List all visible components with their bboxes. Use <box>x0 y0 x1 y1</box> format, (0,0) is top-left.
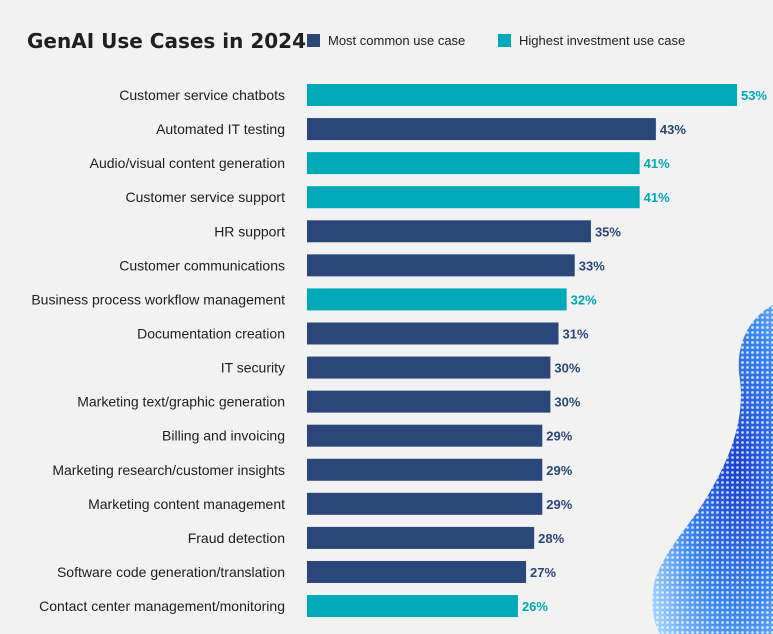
value-label: 30% <box>554 395 580 410</box>
category-label: HR support <box>214 223 285 239</box>
value-label: 31% <box>563 326 589 341</box>
bar <box>307 390 551 413</box>
bar <box>307 595 518 618</box>
bar <box>307 84 737 106</box>
value-label: 28% <box>538 531 564 546</box>
legend-swatch-most-common <box>307 34 320 47</box>
value-label: 33% <box>579 258 605 273</box>
category-label: Software code generation/translation <box>57 564 285 580</box>
category-label: Business process workflow management <box>31 291 285 307</box>
value-label: 32% <box>571 292 597 307</box>
bar <box>307 492 543 515</box>
legend-label-most-common: Most common use case <box>328 33 465 48</box>
value-label: 29% <box>546 429 572 444</box>
value-label: 41% <box>644 156 670 171</box>
value-label: 30% <box>554 361 580 376</box>
category-label: Fraud detection <box>188 530 285 546</box>
bar <box>307 152 640 175</box>
bar <box>307 356 551 379</box>
bar <box>307 186 640 209</box>
category-label: Customer communications <box>119 257 285 273</box>
category-label: Audio/visual content generation <box>90 155 285 171</box>
category-label: Customer service chatbots <box>119 87 285 103</box>
value-label: 35% <box>595 224 621 239</box>
value-label: 53% <box>741 88 767 103</box>
bar <box>307 424 543 447</box>
legend-label-highest-investment: Highest investment use case <box>519 33 685 48</box>
bar <box>307 288 567 311</box>
category-label: IT security <box>221 360 285 376</box>
value-label: 27% <box>530 565 556 580</box>
bar <box>307 560 527 583</box>
bar <box>307 118 656 141</box>
value-label: 43% <box>660 122 686 137</box>
category-label: Documentation creation <box>137 325 285 341</box>
category-label: Marketing research/customer insights <box>52 462 285 478</box>
bar <box>307 254 575 277</box>
category-label: Marketing content management <box>88 496 285 512</box>
value-label: 29% <box>546 463 572 478</box>
legend: Most common use case Highest investment … <box>307 33 685 48</box>
category-label: Billing and invoicing <box>162 428 285 444</box>
bar <box>307 220 591 243</box>
value-label: 29% <box>546 497 572 512</box>
legend-swatch-highest-investment <box>498 34 511 47</box>
bar <box>307 458 543 481</box>
bar <box>307 526 535 549</box>
category-label: Automated IT testing <box>156 121 285 137</box>
category-label: Contact center management/monitoring <box>39 598 285 614</box>
bar <box>307 322 559 345</box>
bars-group: Customer service chatbots 53% Automated IT… <box>31 84 767 618</box>
value-label: 26% <box>522 599 548 614</box>
chart-title: GenAI Use Cases in 2024 <box>27 29 306 53</box>
decorative-dot-wave <box>652 305 773 634</box>
category-label: Customer service support <box>125 189 285 205</box>
value-label: 41% <box>644 190 670 205</box>
category-label: Marketing text/graphic generation <box>77 394 285 410</box>
